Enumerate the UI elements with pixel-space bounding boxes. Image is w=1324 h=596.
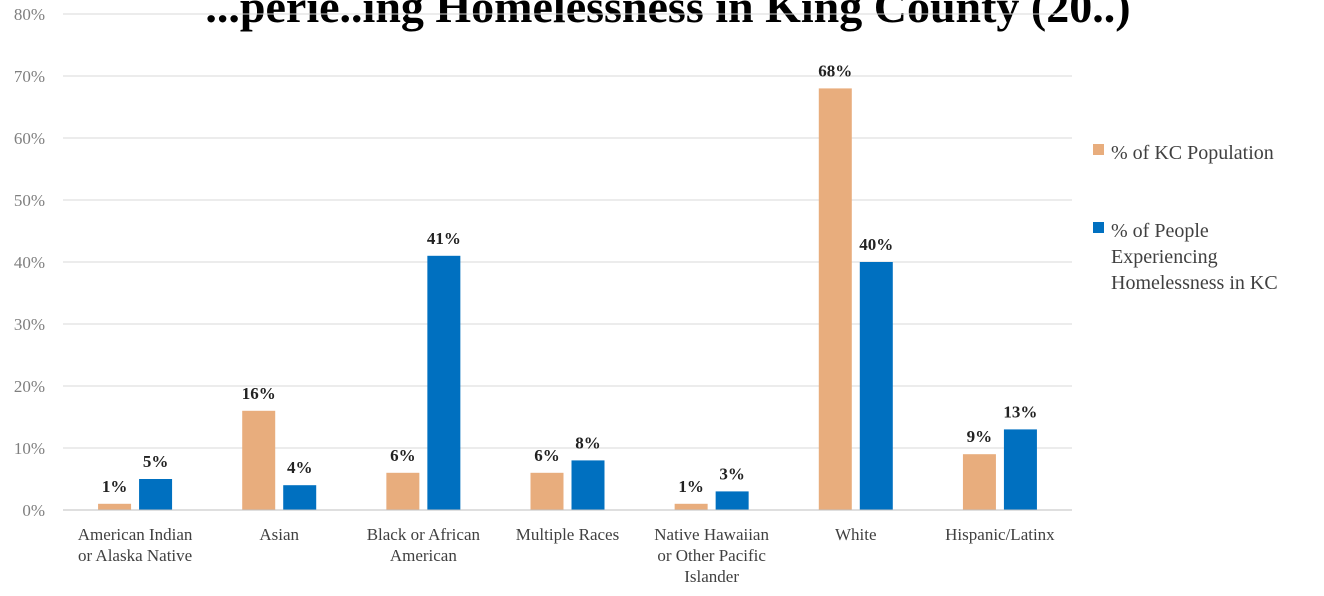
data-label: 1% (102, 477, 128, 496)
bar (1003, 429, 1037, 510)
y-tick-label: 60% (14, 129, 45, 148)
legend-label: % of People (1111, 220, 1209, 242)
x-tick-label: Native Hawaiian (654, 525, 769, 544)
data-label: 4% (287, 458, 313, 477)
y-tick-label: 10% (14, 439, 45, 458)
bar (571, 460, 605, 510)
data-label: 3% (719, 464, 745, 483)
legend-swatch (1093, 144, 1104, 155)
data-label: 13% (1003, 402, 1037, 421)
y-tick-label: 40% (14, 253, 45, 272)
bar (962, 454, 996, 510)
y-tick-label: 70% (14, 67, 45, 86)
y-tick-label: 20% (14, 377, 45, 396)
y-tick-label: 0% (22, 501, 45, 520)
x-tick-label: or Alaska Native (78, 546, 192, 565)
data-label: 1% (678, 477, 704, 496)
legend-label: Homelessness in KC (1111, 272, 1278, 294)
bar (242, 410, 276, 510)
x-tick-label: Black or African (367, 525, 481, 544)
bar (530, 472, 564, 510)
data-label: 41% (427, 229, 461, 248)
data-label: 40% (859, 235, 893, 254)
bar (715, 491, 749, 510)
bar (386, 472, 420, 510)
data-label: 6% (390, 446, 416, 465)
data-label: 9% (967, 427, 993, 446)
y-tick-label: 50% (14, 191, 45, 210)
bar (859, 262, 893, 510)
x-tick-label: White (835, 525, 877, 544)
y-tick-label: 30% (14, 315, 45, 334)
x-tick-label: Asian (259, 525, 299, 544)
legend-label: % of KC Population (1111, 142, 1274, 164)
bar (427, 255, 461, 510)
bar (283, 485, 317, 510)
chart-title: ...perie..ing Homelessness in King Count… (205, 0, 1130, 32)
data-label: 68% (818, 61, 852, 80)
x-tick-label: or Other Pacific (657, 546, 766, 565)
legend-label: Experiencing (1111, 246, 1218, 268)
bar (98, 503, 132, 510)
data-label: 8% (575, 433, 601, 452)
legend-swatch (1093, 222, 1104, 233)
data-label: 16% (242, 384, 276, 403)
x-tick-label: American Indian (78, 525, 193, 544)
x-tick-label: Islander (684, 567, 739, 586)
y-tick-label: 80% (14, 5, 45, 24)
x-tick-label: Hispanic/Latinx (945, 525, 1055, 544)
x-tick-label: American (390, 546, 458, 565)
x-tick-label: Multiple Races (516, 525, 619, 544)
bar (674, 503, 708, 510)
bar (139, 479, 173, 510)
data-label: 5% (143, 452, 169, 471)
data-label: 6% (534, 446, 560, 465)
bar (818, 88, 852, 511)
